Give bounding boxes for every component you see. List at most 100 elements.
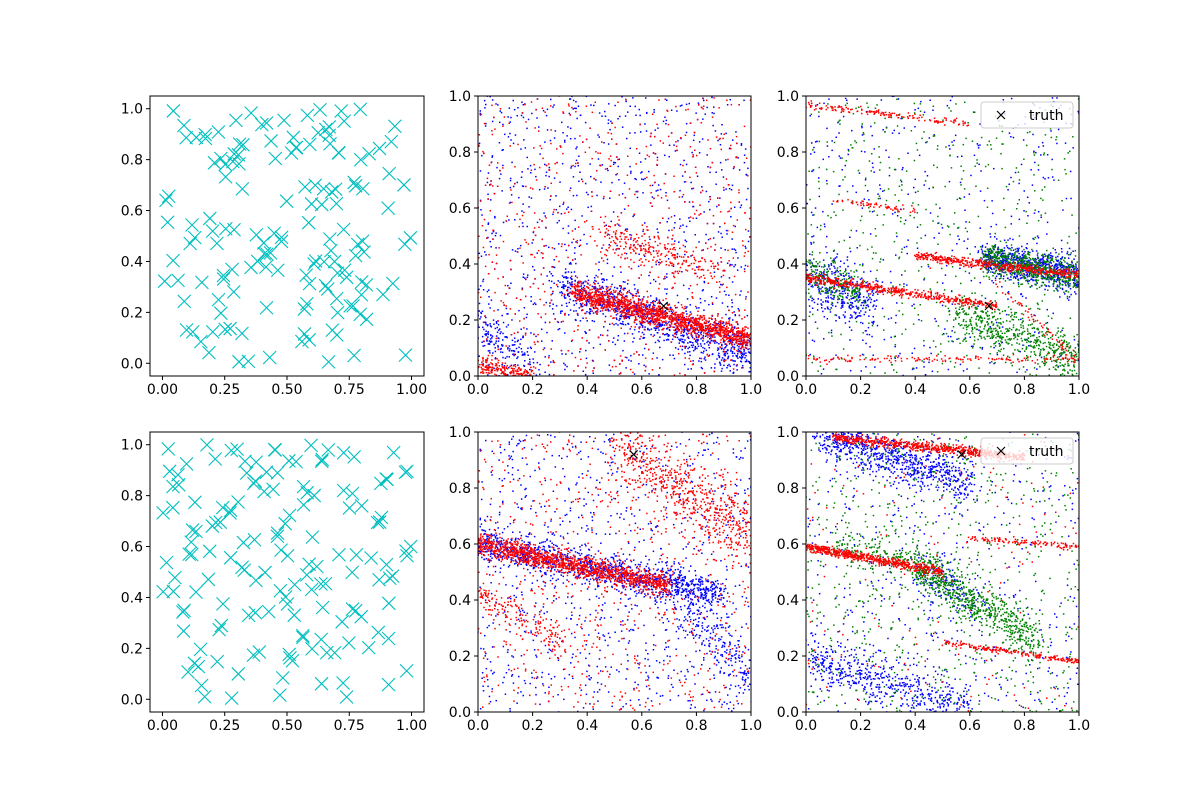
data-point (601, 115, 603, 117)
data-point (679, 318, 681, 320)
data-point (556, 222, 559, 224)
data-point (629, 303, 631, 306)
data-point (504, 362, 507, 364)
data-point (585, 349, 587, 352)
data-point (665, 324, 668, 326)
data-point (491, 261, 494, 263)
data-point (642, 303, 644, 306)
data-point (676, 324, 678, 327)
data-point (686, 333, 688, 336)
data-point (714, 318, 716, 320)
data-point (530, 347, 532, 350)
data-point (581, 295, 584, 297)
data-point (592, 360, 594, 362)
data-point (235, 326, 249, 341)
data-point (674, 254, 676, 256)
data-point (634, 305, 636, 307)
data-point (679, 318, 682, 320)
data-point (690, 324, 692, 326)
data-point (579, 351, 581, 353)
data-point (680, 334, 682, 337)
data-point (493, 323, 495, 325)
x-tick-label: 0.75 (334, 382, 365, 398)
data-point (689, 304, 691, 306)
data-point (658, 261, 660, 264)
data-point (607, 143, 610, 145)
data-point (611, 122, 613, 124)
data-point (658, 374, 660, 376)
data-point (595, 299, 597, 301)
data-point (648, 317, 650, 319)
data-point (674, 150, 677, 152)
data-point (548, 355, 550, 357)
data-point (703, 358, 706, 360)
data-point (731, 312, 734, 314)
data-point (739, 336, 741, 338)
data-point (663, 244, 666, 246)
data-point (678, 270, 681, 272)
data-point (656, 315, 658, 317)
data-point (523, 365, 526, 367)
data-point (705, 233, 707, 236)
data-point (701, 289, 704, 292)
data-point (526, 351, 529, 353)
data-point (703, 322, 706, 325)
data-point (678, 342, 680, 344)
data-point (704, 356, 706, 358)
data-point (609, 245, 611, 247)
data-point (601, 294, 603, 297)
data-point (580, 284, 583, 286)
data-point (671, 229, 673, 231)
data-point (585, 290, 587, 293)
data-point (488, 164, 491, 166)
data-point (745, 347, 747, 349)
data-point (693, 327, 696, 329)
data-point (642, 178, 645, 181)
data-point (715, 171, 717, 173)
data-point (702, 336, 705, 338)
data-point (655, 299, 658, 301)
data-point (643, 364, 645, 367)
data-point (496, 185, 499, 187)
data-point (662, 317, 665, 319)
data-point (486, 181, 489, 184)
data-point (734, 336, 737, 338)
data-point (681, 315, 684, 318)
data-point (552, 359, 554, 362)
data-point (514, 341, 516, 343)
data-point (574, 283, 576, 285)
data-point (703, 105, 705, 107)
data-point (552, 303, 554, 305)
data-point (714, 332, 717, 334)
data-point (512, 374, 514, 376)
data-point (662, 217, 664, 219)
data-point (526, 276, 529, 279)
data-point (617, 324, 619, 326)
data-point (501, 345, 504, 347)
data-point (613, 359, 616, 362)
data-point (747, 360, 750, 363)
data-point (546, 129, 549, 131)
data-point (525, 185, 527, 188)
data-point (700, 333, 702, 336)
data-point (727, 364, 729, 367)
data-point (621, 297, 624, 299)
data-point (564, 139, 566, 142)
data-point (635, 307, 637, 309)
data-point (576, 239, 579, 242)
data-point (592, 296, 594, 298)
data-point (685, 315, 688, 318)
data-point (485, 361, 487, 363)
data-point (602, 197, 605, 200)
data-point (618, 319, 620, 322)
data-point (649, 184, 652, 187)
data-point (641, 306, 643, 308)
data-point (544, 186, 546, 188)
data-point (720, 232, 722, 235)
data-point (490, 326, 493, 328)
data-point (494, 217, 496, 219)
data-point (697, 343, 699, 345)
data-point (640, 308, 642, 310)
data-point (678, 330, 680, 332)
data-point (637, 265, 640, 268)
